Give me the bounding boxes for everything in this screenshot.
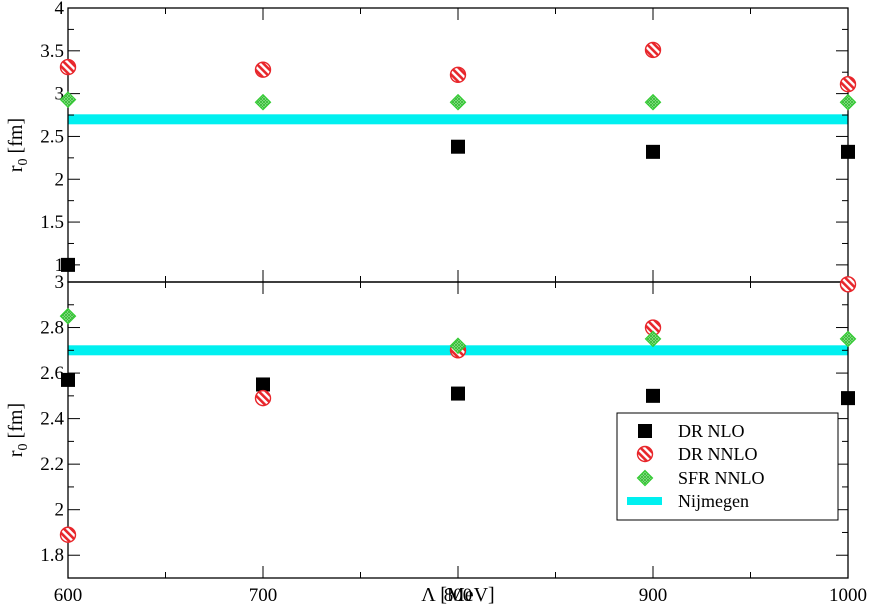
y-tick-label: 3 [55, 272, 65, 293]
y-axis-label-unit: [fm] [5, 403, 27, 444]
data-point-dr-nnlo [254, 61, 272, 78]
data-point-dr-nlo [646, 388, 660, 403]
data-point-dr-nlo [61, 372, 75, 387]
legend-entry-nijmegen: Nijmegen [627, 491, 749, 511]
x-tick-label: 700 [249, 585, 278, 606]
legend-label: DR NLO [678, 421, 745, 441]
x-tick-label: 600 [54, 585, 83, 606]
y-axis-label-symbol: r [5, 165, 27, 172]
data-point-sfr-nnlo [644, 93, 662, 111]
legend-swatch-sfr-nnlo [636, 469, 654, 487]
data-point-sfr-nnlo [449, 337, 467, 355]
y-axis-label: r0 [fm] [5, 403, 31, 457]
x-tick-label: 1000 [829, 585, 867, 606]
legend-label: Nijmegen [678, 491, 749, 511]
data-point-dr-nlo [841, 144, 855, 159]
data-point-sfr-nnlo [254, 93, 272, 111]
y-tick-label: 3.5 [40, 41, 64, 62]
data-point-dr-nnlo [59, 58, 77, 76]
data-point-dr-nnlo [644, 41, 662, 59]
top-panel: 1 1.5 2 2.5 3 3.5 4 r0 [fm] [5, 0, 857, 283]
y-tick-label: 2 [55, 500, 65, 521]
x-tick-label: 900 [639, 585, 668, 606]
x-axis-title: Λ [MeV] [421, 584, 494, 606]
y-tick-label: 4 [55, 0, 65, 19]
data-point-dr-nnlo [839, 76, 857, 93]
legend: DR NLO DR NNLO SFR NNLO Nijmegen [616, 412, 839, 521]
y-axis-label-symbol: r [5, 450, 27, 457]
data-point-sfr-nnlo [59, 91, 77, 108]
data-point-dr-nlo [451, 139, 465, 154]
y-tick-label: 1 [55, 255, 65, 276]
y-tick-label: 2.4 [40, 409, 64, 430]
data-point-dr-nlo [451, 386, 465, 401]
y-tick-label: 2 [55, 169, 65, 190]
y-tick-label: 1.8 [40, 545, 64, 566]
y-axis-label-subscript: 0 [16, 158, 31, 165]
data-point-dr-nlo [256, 377, 270, 392]
y-axis-label-unit: [fm] [5, 118, 27, 159]
data-point-dr-nlo [646, 144, 660, 159]
y-axis-label-subscript: 0 [16, 443, 31, 450]
data-point-dr-nnlo [839, 276, 857, 293]
y-tick-label: 2.5 [40, 126, 64, 147]
data-point-dr-nnlo [449, 66, 467, 83]
legend-swatch-dr-nlo [638, 424, 652, 438]
legend-label: DR NNLO [678, 444, 758, 464]
nijmegen-band [68, 114, 848, 125]
y-axis-label: r0 [fm] [5, 118, 31, 172]
y-tick-label: 3 [55, 84, 65, 105]
data-point-sfr-nnlo [644, 330, 662, 348]
y-tick-label: 1.5 [40, 212, 64, 233]
bottom-panel: 1.8 2 2.2 2.4 2.6 2.8 3 600 700 800 900 1000 r0 [fm] [5, 272, 867, 606]
x-tick-label: 800 [444, 585, 473, 606]
data-point-dr-nnlo [254, 389, 272, 407]
legend-entry-dr-nlo: DR NLO [638, 421, 745, 441]
y-tick-label: 2.8 [40, 318, 64, 339]
data-point-dr-nnlo [59, 526, 77, 543]
data-point-sfr-nnlo [839, 330, 857, 348]
legend-entry-sfr-nnlo: SFR NNLO [636, 468, 765, 488]
legend-label: SFR NNLO [678, 468, 765, 488]
x-axis-label: Λ [MeV] [421, 584, 494, 606]
legend-swatch-nijmegen [627, 497, 662, 505]
data-point-dr-nlo [841, 391, 855, 406]
y-tick-label: 2.6 [40, 363, 64, 384]
legend-swatch-dr-nnlo [636, 445, 654, 463]
y-tick-label: 2.2 [40, 454, 64, 475]
legend-entry-dr-nnlo: DR NNLO [636, 444, 758, 464]
data-point-sfr-nnlo [59, 307, 77, 325]
data-point-sfr-nnlo [839, 93, 857, 111]
data-point-sfr-nnlo [449, 93, 467, 111]
data-point-dr-nlo [61, 257, 75, 272]
